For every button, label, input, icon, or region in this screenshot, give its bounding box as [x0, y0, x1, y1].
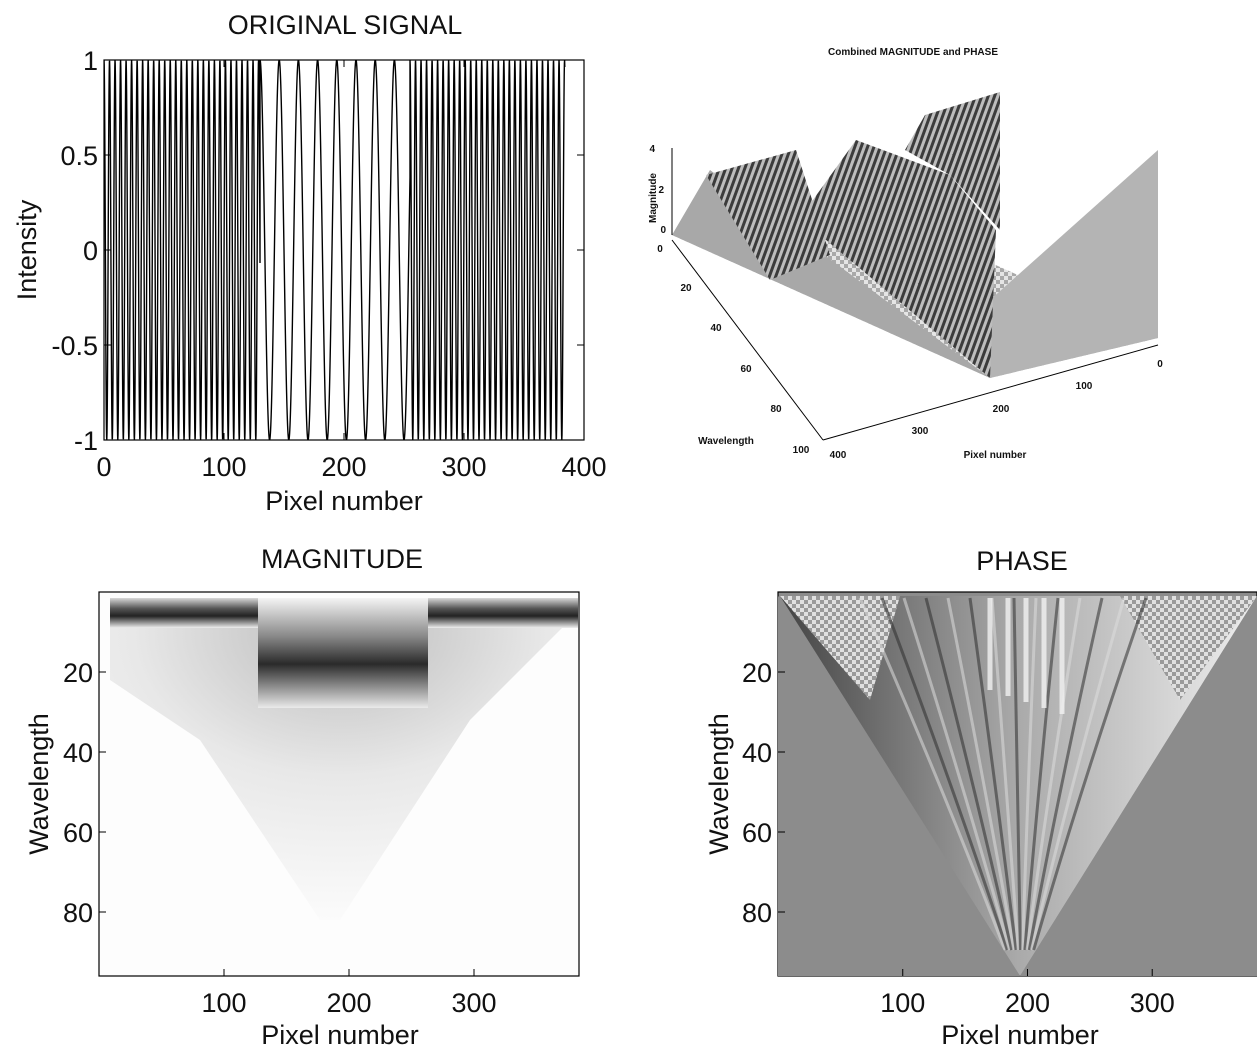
combined-y-tick: 20 — [680, 283, 692, 294]
phase-fringes — [858, 597, 1148, 951]
phase-fringe — [1029, 597, 1126, 951]
combined-x-axis-label: Pixel number — [964, 450, 1027, 461]
phase-fringe — [990, 597, 1020, 951]
magnitude-x-tick-label: 200 — [326, 988, 371, 1018]
combined-z-axis-label: Magnitude — [648, 173, 659, 223]
signal-y-tick-label: -0.5 — [51, 331, 98, 361]
phase-y-ticks: 20 40 60 80 — [742, 658, 785, 928]
combined-x-axis — [822, 344, 1159, 441]
combined-chart: Combined MAGNITUDE and PHASE 4 2 0 Magni… — [648, 47, 1163, 461]
combined-ridge-left — [706, 150, 830, 280]
signal-x-tick-label: 200 — [321, 452, 366, 482]
phase-y-tick-label: 20 — [742, 658, 772, 688]
phase-x-tick-label: 300 — [1130, 988, 1175, 1018]
phase-chart: PHASE 100 200 300 20 40 60 80 Pixel number Wa… — [704, 546, 1257, 1050]
phase-fringe — [858, 597, 1007, 951]
combined-y-tick: 80 — [770, 404, 782, 415]
combined-ridge-center — [800, 140, 996, 378]
magnitude-y-ticks: 20 40 60 80 — [63, 658, 106, 928]
phase-y-tick-label: 40 — [742, 738, 772, 768]
phase-y-tick-label: 80 — [742, 898, 772, 928]
combined-y-tick: 60 — [740, 364, 752, 375]
phase-y-axis-label: Wavelength — [704, 713, 734, 855]
signal-x-ticks: 0 100 200 300 400 — [96, 60, 607, 482]
signal-x-axis-label: Pixel number — [265, 486, 423, 516]
phase-fringe — [946, 597, 1016, 951]
combined-x-tick: 300 — [912, 426, 929, 437]
magnitude-cone — [110, 600, 570, 920]
magnitude-band-right — [428, 598, 578, 628]
combined-x-tick: 100 — [1076, 381, 1093, 392]
phase-y-tick-label: 60 — [742, 818, 772, 848]
combined-z-tick: 2 — [658, 185, 664, 196]
signal-y-axis-label: Intensity — [12, 199, 42, 300]
phase-fringe — [1025, 597, 1082, 951]
magnitude-band-center — [258, 598, 428, 708]
magnitude-x-ticks: 100 200 300 — [201, 969, 497, 1018]
signal-y-tick-label: -1 — [74, 426, 98, 456]
combined-x-tick: 0 — [1157, 359, 1163, 370]
magnitude-x-tick-label: 300 — [451, 988, 496, 1018]
combined-floor-right — [990, 150, 1158, 378]
signal-y-tick-label: 1 — [83, 46, 98, 76]
phase-fringe — [1027, 597, 1104, 951]
phase-texture-right — [1120, 596, 1257, 700]
phase-fringe — [968, 597, 1018, 951]
signal-chart: ORIGINAL SIGNAL 0 100 200 300 400 1 0.5 0 -0.5 -… — [12, 10, 607, 516]
phase-fringe — [1012, 597, 1022, 951]
signal-y-tick-label: 0.5 — [60, 141, 98, 171]
signal-x-tick-label: 0 — [96, 452, 111, 482]
signal-y-ticks: 1 0.5 0 -0.5 -1 — [51, 46, 584, 456]
phase-fringe — [902, 597, 1011, 951]
magnitude-band-left — [110, 598, 258, 628]
magnitude-y-tick-label: 40 — [63, 738, 93, 768]
combined-z-tick: 0 — [660, 225, 666, 236]
signal-series-line — [104, 60, 566, 440]
phase-fringe — [880, 597, 1009, 951]
combined-z-tick: 4 — [649, 144, 655, 155]
combined-y-axis — [671, 239, 824, 441]
phase-x-ticks: 100 200 300 — [880, 969, 1175, 1018]
phase-outside-right — [1020, 596, 1257, 976]
magnitude-y-tick-label: 80 — [63, 898, 93, 928]
phase-fringe — [924, 597, 1014, 951]
magnitude-y-tick-label: 20 — [63, 658, 93, 688]
phase-fringe — [1032, 597, 1148, 951]
signal-title: ORIGINAL SIGNAL — [228, 10, 463, 40]
phase-x-axis-label: Pixel number — [941, 1020, 1099, 1050]
phase-fringe — [1021, 597, 1038, 951]
magnitude-x-tick-label: 100 — [201, 988, 246, 1018]
combined-y-tick: 0 — [657, 244, 663, 255]
signal-x-tick-label: 400 — [561, 452, 606, 482]
phase-outside-left — [778, 596, 1020, 976]
combined-y-axis-label: Wavelength — [698, 436, 754, 447]
phase-x-tick-label: 200 — [1005, 988, 1050, 1018]
magnitude-title: MAGNITUDE — [261, 544, 423, 574]
signal-x-tick-label: 100 — [201, 452, 246, 482]
phase-x-tick-label: 100 — [880, 988, 925, 1018]
signal-y-tick-label: 0 — [83, 236, 98, 266]
phase-fringe — [1023, 597, 1060, 951]
phase-title: PHASE — [976, 546, 1068, 576]
magnitude-chart: MAGNITUDE 100 200 300 20 40 60 80 Pixel numbe… — [24, 544, 580, 1050]
signal-x-tick-label: 300 — [441, 452, 486, 482]
magnitude-y-tick-label: 60 — [63, 818, 93, 848]
combined-title: Combined MAGNITUDE and PHASE — [828, 47, 998, 58]
combined-y-tick: 40 — [710, 323, 722, 334]
magnitude-y-axis-label: Wavelength — [24, 713, 54, 855]
combined-x-tick: 200 — [993, 404, 1010, 415]
combined-ridge-right — [905, 92, 1000, 230]
combined-x-tick: 400 — [830, 450, 847, 461]
combined-y-tick: 100 — [793, 445, 810, 456]
magnitude-x-axis-label: Pixel number — [261, 1020, 419, 1050]
